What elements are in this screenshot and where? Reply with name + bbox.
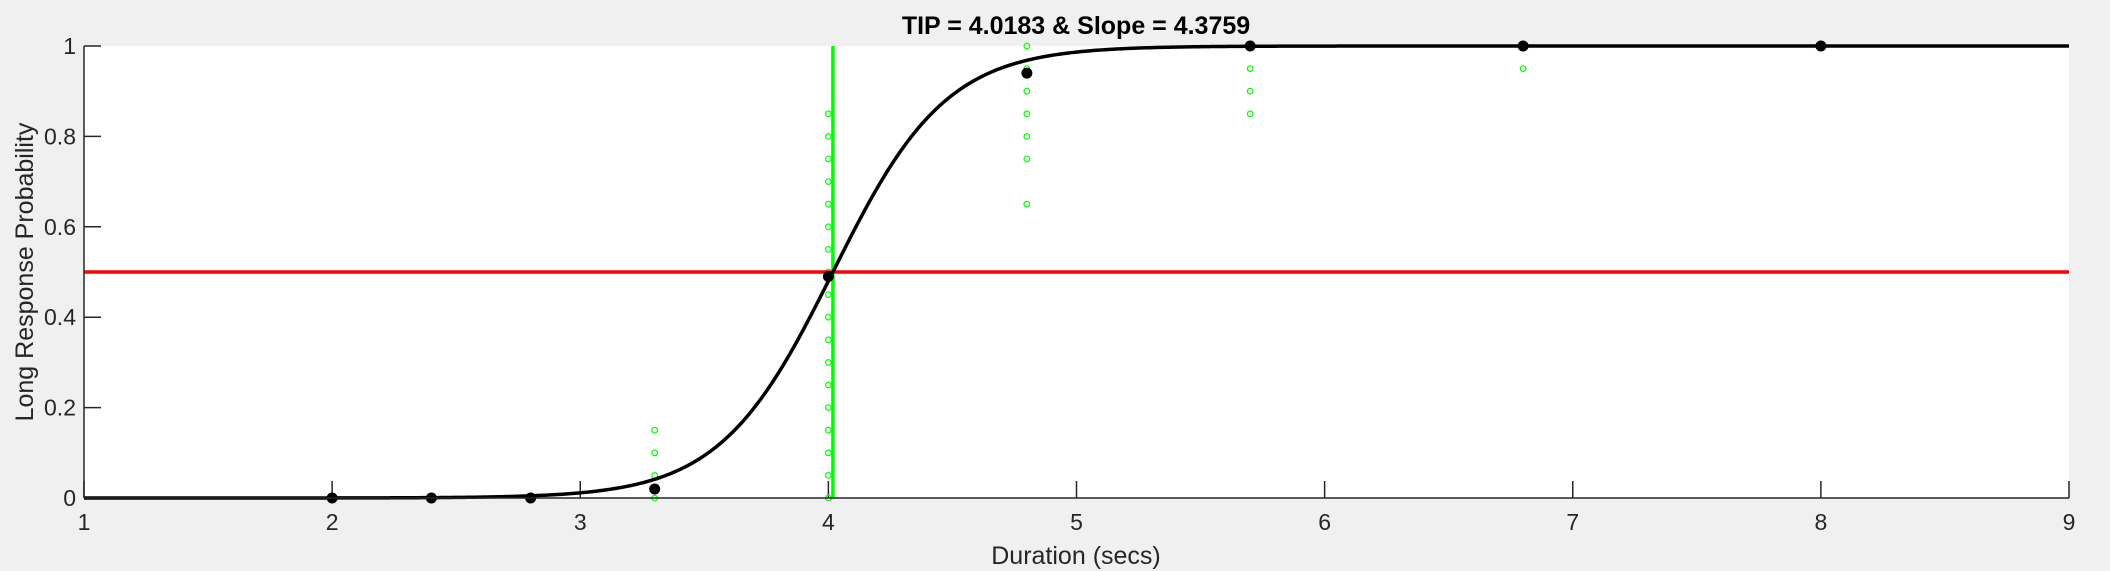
- y-tick-label: 0.8: [44, 123, 76, 149]
- individual-point: [1246, 110, 1254, 118]
- x-tick-label: 9: [2063, 509, 2076, 535]
- x-tick-label: 1: [78, 509, 91, 535]
- individual-point: [1023, 42, 1031, 50]
- x-tick-label: 5: [1070, 509, 1083, 535]
- x-tick-label: 7: [1566, 509, 1579, 535]
- individual-point: [651, 426, 659, 434]
- individual-point: [1519, 65, 1527, 72]
- x-tick-label: 3: [574, 509, 587, 535]
- individual-point: [651, 449, 659, 457]
- y-axis-ticks: 0 0.2 0.4 0.6 0.8 1: [44, 33, 101, 511]
- y-tick-label: 1: [63, 33, 76, 59]
- mean-point: [649, 483, 661, 495]
- mean-point: [1517, 40, 1529, 52]
- y-tick-label: 0.4: [44, 304, 76, 330]
- x-tick-label: 4: [822, 509, 835, 535]
- x-tick-label: 6: [1318, 509, 1331, 535]
- individual-point: [1023, 155, 1031, 163]
- y-tick-label: 0: [63, 485, 76, 511]
- mean-point: [1815, 40, 1827, 52]
- x-tick-label: 2: [326, 509, 339, 535]
- y-tick-label: 0.6: [44, 214, 76, 240]
- x-axis-label: Duration (secs): [991, 542, 1161, 570]
- individual-point: [1246, 65, 1254, 72]
- individual-point: [1023, 87, 1031, 95]
- chart-title: TIP = 4.0183 & Slope = 4.3759: [902, 12, 1250, 40]
- y-tick-label: 0.2: [44, 395, 76, 421]
- individual-point: [1023, 200, 1031, 208]
- individual-point: [1246, 87, 1254, 95]
- mean-point: [1244, 40, 1256, 52]
- mean-point: [822, 271, 834, 283]
- individual-point: [1023, 110, 1031, 118]
- x-tick-label: 8: [1814, 509, 1827, 535]
- mean-point: [1021, 67, 1033, 79]
- y-axis-label: Long Response Probability: [11, 122, 39, 421]
- individual-point: [1023, 132, 1031, 140]
